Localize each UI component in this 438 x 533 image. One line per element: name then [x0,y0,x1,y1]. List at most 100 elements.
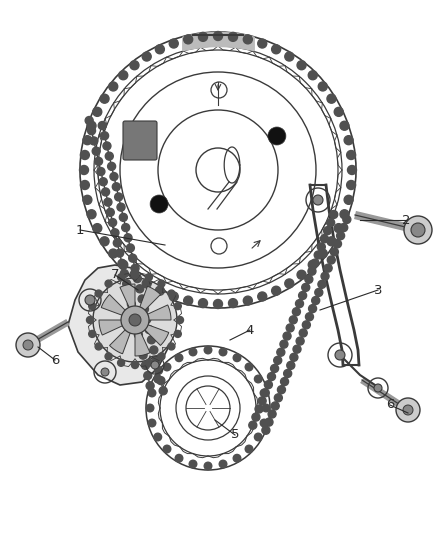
Circle shape [109,82,118,91]
Circle shape [158,353,165,360]
Circle shape [158,280,165,287]
Text: 1: 1 [76,223,84,237]
Circle shape [23,340,33,350]
Circle shape [299,292,307,300]
Circle shape [184,35,193,44]
Circle shape [80,166,88,174]
Circle shape [93,224,102,232]
Circle shape [127,300,135,308]
Circle shape [258,292,267,301]
Circle shape [293,308,300,316]
Circle shape [290,353,298,361]
Circle shape [169,292,178,301]
Circle shape [184,296,193,305]
Circle shape [101,132,109,140]
Polygon shape [142,324,169,345]
Circle shape [277,386,286,394]
Circle shape [142,279,151,288]
Circle shape [131,264,139,272]
Polygon shape [138,286,160,313]
Circle shape [245,363,253,371]
Circle shape [105,353,112,360]
Circle shape [244,35,252,44]
Circle shape [283,332,291,340]
Circle shape [321,272,329,280]
Circle shape [396,398,420,422]
Circle shape [175,354,183,361]
Circle shape [163,363,171,371]
Circle shape [204,462,212,470]
Circle shape [134,274,141,282]
Circle shape [169,39,178,48]
Circle shape [123,280,131,288]
Circle shape [106,208,114,216]
Circle shape [177,317,184,324]
Polygon shape [68,265,170,385]
Circle shape [327,256,335,264]
Circle shape [99,177,107,185]
Circle shape [403,405,413,415]
Circle shape [139,351,147,359]
Circle shape [155,366,162,374]
Circle shape [108,163,116,171]
Circle shape [312,296,320,304]
Circle shape [343,215,351,223]
Circle shape [145,359,152,366]
Circle shape [233,354,241,361]
Circle shape [336,232,345,240]
Circle shape [268,127,286,145]
Circle shape [344,195,353,204]
Circle shape [95,157,102,165]
Circle shape [244,296,252,305]
Circle shape [265,381,272,389]
Circle shape [219,460,227,468]
Circle shape [89,330,95,337]
Circle shape [132,320,140,328]
Circle shape [344,136,353,144]
Circle shape [130,270,139,279]
Circle shape [309,305,317,313]
Circle shape [154,375,162,383]
Circle shape [305,313,314,321]
Circle shape [249,421,257,429]
Circle shape [136,285,144,293]
Circle shape [150,346,158,354]
Circle shape [198,33,208,42]
Circle shape [97,167,105,175]
Circle shape [233,455,241,462]
Circle shape [157,377,165,385]
Circle shape [313,195,323,205]
Circle shape [335,350,345,360]
Circle shape [85,295,95,305]
Circle shape [116,249,124,257]
Circle shape [120,270,128,278]
Circle shape [297,61,306,70]
Circle shape [131,271,138,279]
Circle shape [330,248,339,256]
Circle shape [152,356,160,364]
Circle shape [113,239,121,247]
Circle shape [109,219,117,227]
Circle shape [168,290,175,297]
Circle shape [122,223,130,231]
Circle shape [129,254,137,262]
Circle shape [334,107,343,116]
Circle shape [296,300,304,308]
Circle shape [262,426,270,434]
Circle shape [155,286,164,295]
Circle shape [305,276,313,284]
Circle shape [119,71,128,80]
Circle shape [83,195,92,204]
Circle shape [296,337,304,345]
Circle shape [213,31,223,41]
Circle shape [151,361,159,369]
Circle shape [115,193,123,201]
Circle shape [93,107,102,116]
Circle shape [141,305,148,313]
Circle shape [145,326,153,334]
Circle shape [318,249,327,258]
Circle shape [229,33,237,42]
Circle shape [86,317,93,324]
Circle shape [16,333,40,357]
Circle shape [87,121,96,130]
